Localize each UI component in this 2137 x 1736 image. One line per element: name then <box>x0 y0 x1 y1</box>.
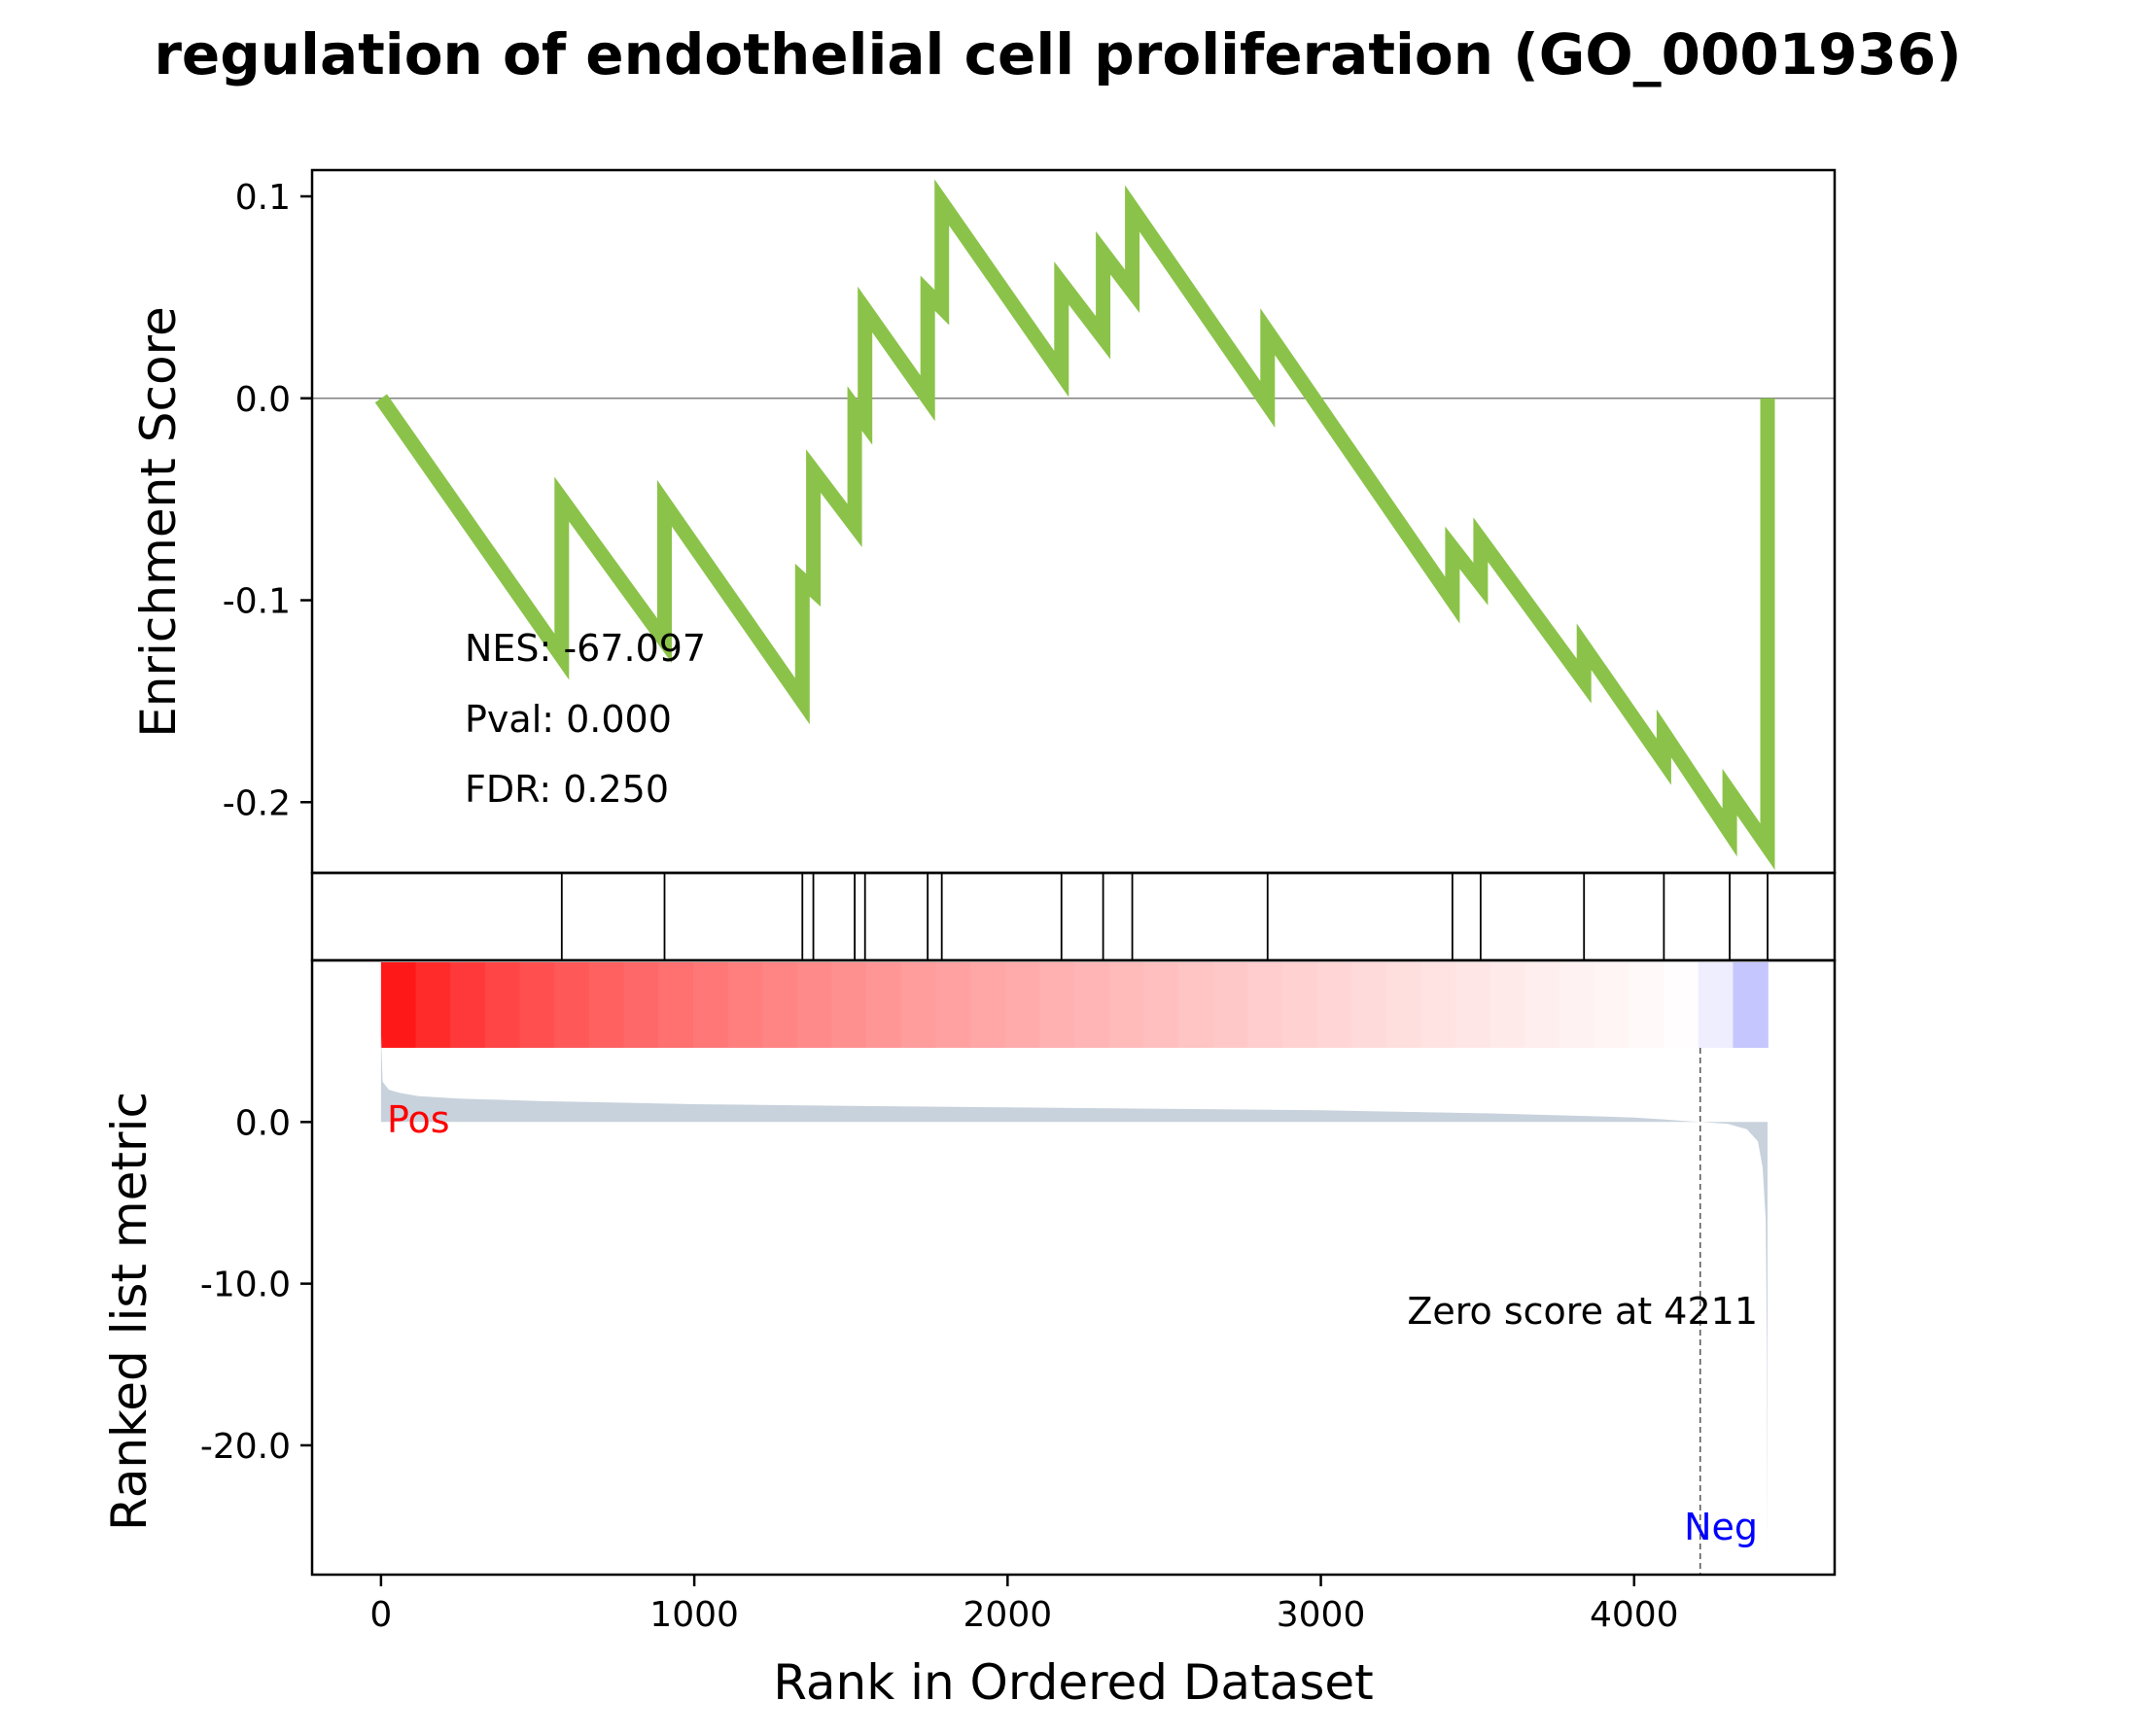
heatmap-segment <box>1385 962 1422 1048</box>
hit-marks <box>560 873 1769 960</box>
heatmap-segment <box>1559 962 1595 1048</box>
hit-panel <box>310 871 1837 962</box>
es-y-tick-label: 0.0 <box>235 380 291 420</box>
es-y-axis-label: Enrichment Score <box>130 306 187 738</box>
heatmap-segment <box>866 962 902 1048</box>
heatmap-segment <box>796 962 833 1048</box>
ranked-metric-panel: 0.0 -10.0 -20.0 Pos Neg Zero score at 4211… <box>101 958 1837 1577</box>
heatmap-segment <box>380 962 417 1048</box>
enrichment-score-line <box>374 179 1775 870</box>
heatmap-segment <box>831 962 867 1048</box>
rank-y-tick-label: -10.0 <box>200 1266 291 1305</box>
heatmap-segment <box>1247 962 1283 1048</box>
heatmap-segment <box>588 962 625 1048</box>
heatmap-segment <box>1629 962 1664 1048</box>
heatmap-segment <box>1177 962 1214 1048</box>
heatmap-segment <box>970 962 1006 1048</box>
heatmap-segment <box>623 962 659 1048</box>
x-tick-label: 0 <box>369 1595 392 1635</box>
heatmap-segment <box>1212 962 1249 1048</box>
heatmap-segment <box>692 962 729 1048</box>
heatmap-segment <box>1420 962 1456 1048</box>
x-tick-label: 4000 <box>1590 1595 1679 1635</box>
neg-label: Neg <box>1684 1506 1758 1548</box>
heatmap-segment <box>1733 962 1769 1048</box>
heatmap-segment <box>1039 962 1075 1048</box>
chart-title: regulation of endothelial cell prolifera… <box>154 21 1961 87</box>
x-axis-ticks: 0 1000 2000 3000 4000 <box>369 1575 1679 1635</box>
heatmap-segment <box>1351 962 1387 1048</box>
x-tick-label: 1000 <box>649 1595 739 1635</box>
heatmap-segment <box>450 962 486 1048</box>
rank-y-axis-label: Ranked list metric <box>101 1092 158 1531</box>
zero-score-annotation: Zero score at 4211 <box>1407 1290 1758 1333</box>
heatmap-segment <box>658 962 694 1048</box>
heatmap-segment <box>415 962 451 1048</box>
heatmap-segment <box>1524 962 1560 1048</box>
nes-annotation: NES: -67.097 <box>465 627 706 670</box>
heatmap-segment <box>762 962 798 1048</box>
heatmap-segment <box>1455 962 1491 1048</box>
es-y-tick-label: -0.2 <box>223 783 291 823</box>
heatmap-segment <box>554 962 590 1048</box>
x-tick-label: 2000 <box>963 1595 1053 1635</box>
heatmap-segment <box>727 962 763 1048</box>
rank-y-tick-label: -20.0 <box>200 1427 291 1467</box>
heatmap-segment <box>1664 962 1699 1048</box>
hit-panel-frame <box>310 871 1837 962</box>
pos-label: Pos <box>387 1098 450 1141</box>
heatmap-segment <box>1489 962 1526 1048</box>
ranked-heatmap-bar <box>380 962 1769 1048</box>
heatmap-segment <box>1594 962 1630 1048</box>
heatmap-segment <box>519 962 555 1048</box>
es-y-ticks: 0.1 0.0 -0.1 -0.2 <box>223 178 312 823</box>
x-tick-label: 3000 <box>1277 1595 1366 1635</box>
rank-y-tick-label: 0.0 <box>235 1103 291 1143</box>
heatmap-segment <box>900 962 937 1048</box>
es-y-tick-label: -0.1 <box>223 582 291 622</box>
fdr-annotation: FDR: 0.250 <box>465 768 669 811</box>
rank-y-ticks: 0.0 -10.0 -20.0 <box>200 1103 312 1467</box>
heatmap-segment <box>1004 962 1041 1048</box>
heatmap-segment <box>1073 962 1110 1048</box>
x-axis-label: Rank in Ordered Dataset <box>773 1654 1373 1711</box>
heatmap-segment <box>1316 962 1352 1048</box>
rank-panel-frame <box>310 958 1837 1577</box>
heatmap-segment <box>484 962 521 1048</box>
pval-annotation: Pval: 0.000 <box>465 698 672 741</box>
heatmap-segment <box>1698 962 1734 1048</box>
heatmap-segment <box>1281 962 1318 1048</box>
heatmap-segment <box>1143 962 1179 1048</box>
es-y-tick-label: 0.1 <box>235 178 291 218</box>
enrichment-score-panel: 0.10.0-0.1-0.2 NES: -67.097 Pval: 0.000 … <box>130 168 1837 875</box>
heatmap-segment <box>935 962 971 1048</box>
heatmap-segment <box>1108 962 1145 1048</box>
